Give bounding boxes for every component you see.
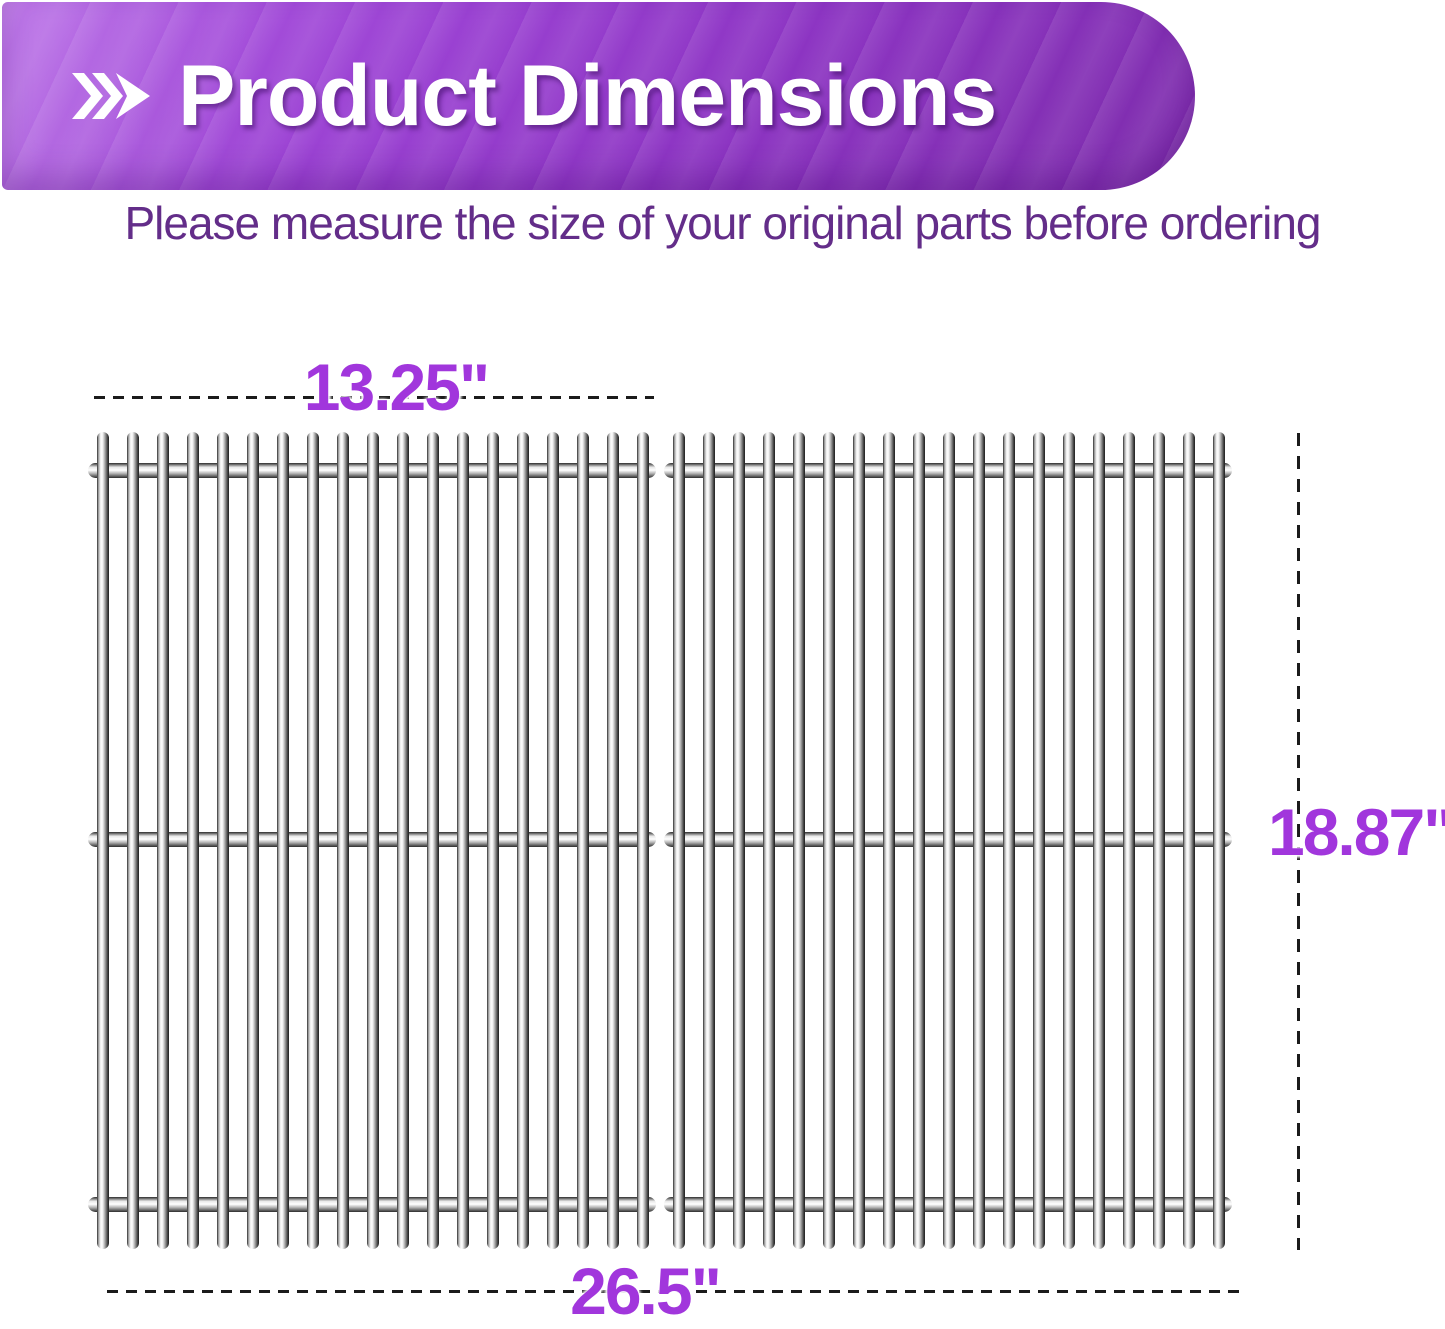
grill-grate-left (88, 432, 656, 1249)
grate-rod (1033, 432, 1045, 1249)
grate-rod (337, 432, 349, 1249)
height-dash-line (1297, 433, 1300, 1250)
grate-rod (1123, 432, 1135, 1249)
grill-grate-right (664, 432, 1232, 1249)
grate-rod (547, 432, 559, 1249)
grate-rod (517, 432, 529, 1249)
grate-rod (277, 432, 289, 1249)
grate-rod (427, 432, 439, 1249)
grate-rod (1153, 432, 1165, 1249)
grate-rod (307, 432, 319, 1249)
grate-rod (247, 432, 259, 1249)
grate-rod (703, 432, 715, 1249)
grate-rod (457, 432, 469, 1249)
grate-rod (367, 432, 379, 1249)
grate-rod (97, 432, 109, 1249)
grate-rod (637, 432, 649, 1249)
grate-rod (733, 432, 745, 1249)
grate-rod (1213, 432, 1225, 1249)
grate-rod (487, 432, 499, 1249)
bottom-width-dash-line (107, 1290, 1247, 1293)
grate-rod (1063, 432, 1075, 1249)
grate-rod (127, 432, 139, 1249)
height-label: 18.87" (1268, 795, 1445, 869)
header-banner: Product Dimensions (2, 2, 1195, 190)
grate-rod (1183, 432, 1195, 1249)
grate-rod (763, 432, 775, 1249)
grate-rod (1003, 432, 1015, 1249)
grate-rod (673, 432, 685, 1249)
bottom-width-label: 26.5" (570, 1254, 722, 1328)
page-title: Product Dimensions (178, 47, 997, 144)
grate-rod (577, 432, 589, 1249)
grate-rod (883, 432, 895, 1249)
grate-rod (913, 432, 925, 1249)
grate-rod (973, 432, 985, 1249)
subtitle: Please measure the size of your original… (124, 197, 1321, 249)
top-width-dash-line (94, 396, 654, 399)
grate-rod (607, 432, 619, 1249)
grate-rod (823, 432, 835, 1249)
top-width-label: 13.25" (303, 350, 490, 424)
chevron-double-right-icon (72, 73, 150, 119)
grate-rod (157, 432, 169, 1249)
grate-rod (217, 432, 229, 1249)
grate-rod (187, 432, 199, 1249)
grate-rod (853, 432, 865, 1249)
grate-rod (793, 432, 805, 1249)
grate-rod (397, 432, 409, 1249)
grate-rod (943, 432, 955, 1249)
grate-rod (1093, 432, 1105, 1249)
